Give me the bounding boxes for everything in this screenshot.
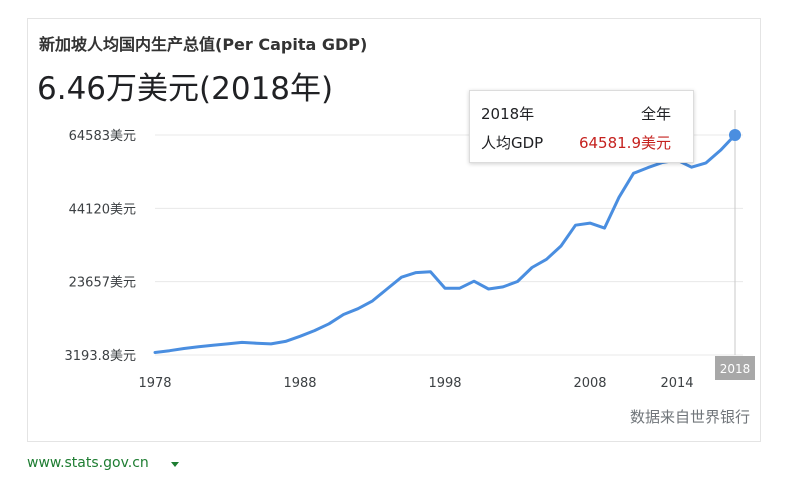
highlight-label-text: 2018 [720,362,751,376]
y-tick-label: 23657美元 [69,276,136,291]
tooltip-range: 全年 [640,105,671,123]
tooltip-metric: 人均GDP [481,134,544,152]
site-url-link[interactable]: www.stats.gov.cn [27,455,149,471]
x-tick-label: 1978 [138,376,171,391]
y-axis-ticks: 3193.8美元 23657美元 44120美元 64583美元 [65,129,137,364]
y-tick-label: 64583美元 [69,129,136,144]
dropdown-caret-icon[interactable] [171,462,179,467]
highlight-label-bg [715,356,755,380]
x-tick-label: 2014 [660,376,693,391]
headline-value: 6.46万美元(2018年) [37,71,334,107]
x-tick-label: 1988 [283,376,316,391]
highlight-x-label: 2018 [715,356,755,380]
x-tick-label: 1998 [428,376,461,391]
data-point-2018[interactable] [729,129,741,142]
y-tick-label: 3193.8美元 [65,349,137,364]
tooltip-value: 64581.9美元 [578,134,671,152]
data-source: 数据来自世界银行 [629,408,750,426]
x-tick-label: 2008 [573,376,606,391]
tooltip: 2018年 全年 人均GDP 64581.9美元 [469,90,694,163]
tooltip-year: 2018年 [481,105,535,123]
grid-lines [155,134,743,356]
x-axis-ticks: 1978 1988 1998 2008 2014 [138,376,693,391]
gdp-card [27,18,761,442]
chart-title: 新加坡人均国内生产总值(Per Capita GDP) [39,35,368,54]
series-line-gdp [153,133,737,354]
y-tick-label: 44120美元 [69,202,136,217]
